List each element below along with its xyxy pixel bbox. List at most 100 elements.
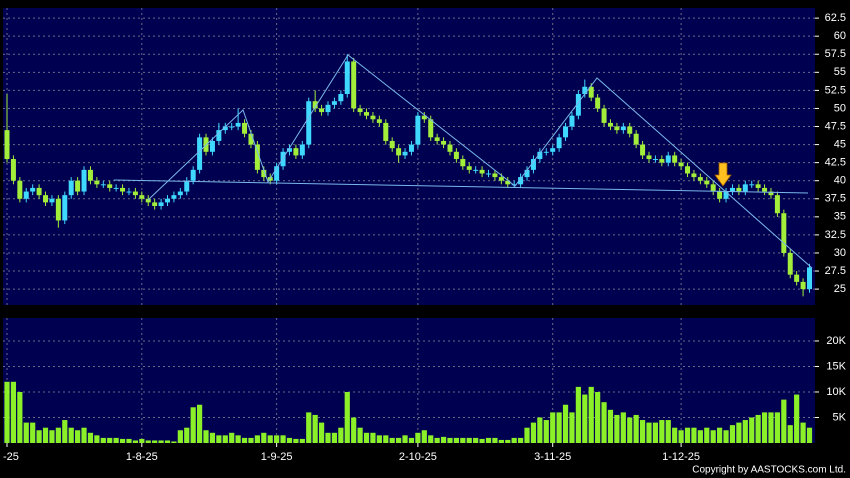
volume-bar xyxy=(652,422,659,443)
candle-body xyxy=(672,155,678,163)
volume-bar xyxy=(113,437,119,443)
candle-body xyxy=(755,184,761,188)
volume-bar xyxy=(42,427,49,443)
volume-bar xyxy=(4,381,10,443)
y-tick-label: 62.5 xyxy=(825,12,846,24)
y-tick-label: 20K xyxy=(826,335,846,347)
volume-bar xyxy=(299,438,305,443)
volume-bar xyxy=(697,430,703,443)
candle-body xyxy=(473,169,479,171)
candle-body xyxy=(588,86,594,98)
volume-bar xyxy=(800,422,806,443)
volume-bar xyxy=(704,427,710,443)
price-panel xyxy=(3,8,815,305)
volume-bar xyxy=(248,437,254,443)
candle-body xyxy=(87,169,93,181)
candle-body xyxy=(704,180,710,185)
volume-bar xyxy=(498,439,504,443)
volume-bar xyxy=(633,414,639,443)
candle-body xyxy=(807,267,812,290)
volume-bar xyxy=(338,427,344,443)
volume-bar xyxy=(646,422,652,443)
candle-body xyxy=(659,159,665,163)
y-tick-label: 40 xyxy=(834,175,846,187)
candle-body xyxy=(158,202,164,206)
candle-body xyxy=(518,177,524,185)
candle-body xyxy=(717,191,723,199)
candle-body xyxy=(678,162,684,167)
candle-body xyxy=(229,126,235,128)
volume-bar xyxy=(806,427,813,443)
y-tick-label: 50 xyxy=(834,102,846,114)
volume-bar xyxy=(485,437,492,443)
candle-body xyxy=(415,115,421,145)
candle-body xyxy=(139,195,145,199)
volume-bar xyxy=(582,394,588,443)
candle-body xyxy=(575,93,581,116)
candle-body xyxy=(299,144,305,156)
x-tick-label: 2-10-25 xyxy=(399,451,437,463)
candle-body xyxy=(492,173,498,178)
candle-body xyxy=(729,187,735,192)
volume-bar xyxy=(556,412,562,443)
volume-bar xyxy=(94,435,100,443)
y-tick-label: 15K xyxy=(826,360,846,372)
volume-panel xyxy=(3,318,815,443)
candle-body xyxy=(498,177,504,181)
candle-body xyxy=(344,61,350,94)
volume-bar xyxy=(171,441,177,443)
candle-body xyxy=(177,191,183,196)
volume-bar xyxy=(729,425,736,443)
volume-bar xyxy=(761,412,768,443)
volume-bar xyxy=(627,417,633,443)
volume-bar xyxy=(132,440,138,443)
x-tick-label: 1-8-25 xyxy=(126,451,158,463)
volume-bar xyxy=(68,427,74,443)
volume-bar xyxy=(222,435,228,443)
candle-body xyxy=(543,151,549,153)
volume-bar xyxy=(749,417,755,443)
volume-bar xyxy=(755,414,761,443)
volume-bar xyxy=(318,422,325,443)
volume-bar xyxy=(396,437,402,443)
candle-body xyxy=(614,126,620,131)
volume-bar xyxy=(62,420,68,443)
candle-body xyxy=(325,104,331,113)
candle-body xyxy=(633,133,639,145)
candle-body xyxy=(376,119,382,123)
volume-bar xyxy=(710,430,716,443)
candle-body xyxy=(774,195,780,214)
y-tick-label: 32.5 xyxy=(825,229,846,241)
volume-bar xyxy=(280,435,286,443)
volume-bar xyxy=(235,435,241,443)
volume-bar xyxy=(684,427,691,443)
volume-bar xyxy=(164,440,171,443)
mark-layer xyxy=(4,54,813,443)
volume-bar xyxy=(794,394,800,443)
volume-bar xyxy=(17,391,23,443)
volume-bar xyxy=(30,422,36,443)
candle-body xyxy=(94,180,100,185)
volume-bar xyxy=(530,422,537,443)
candle-body xyxy=(152,202,158,206)
neckline xyxy=(113,179,809,194)
candle-body xyxy=(697,177,703,181)
volume-bar xyxy=(447,437,453,443)
volume-bar xyxy=(473,437,479,443)
y-tick-label: 25 xyxy=(834,283,846,295)
y-tick-label: 42.5 xyxy=(825,157,846,169)
y-tick-label: 55 xyxy=(834,66,846,78)
candle-body xyxy=(447,144,453,152)
volume-bar xyxy=(254,435,260,443)
volume-bar xyxy=(383,435,389,443)
volume-bar xyxy=(620,412,626,443)
candle-body xyxy=(505,180,511,185)
candle-body xyxy=(254,144,260,170)
volume-bar xyxy=(453,437,459,443)
candle-body xyxy=(762,187,768,192)
volume-bar xyxy=(408,437,415,443)
volume-bar xyxy=(107,437,113,443)
volume-bar xyxy=(139,438,145,443)
candle-body xyxy=(75,180,81,192)
candle-body xyxy=(486,173,491,175)
